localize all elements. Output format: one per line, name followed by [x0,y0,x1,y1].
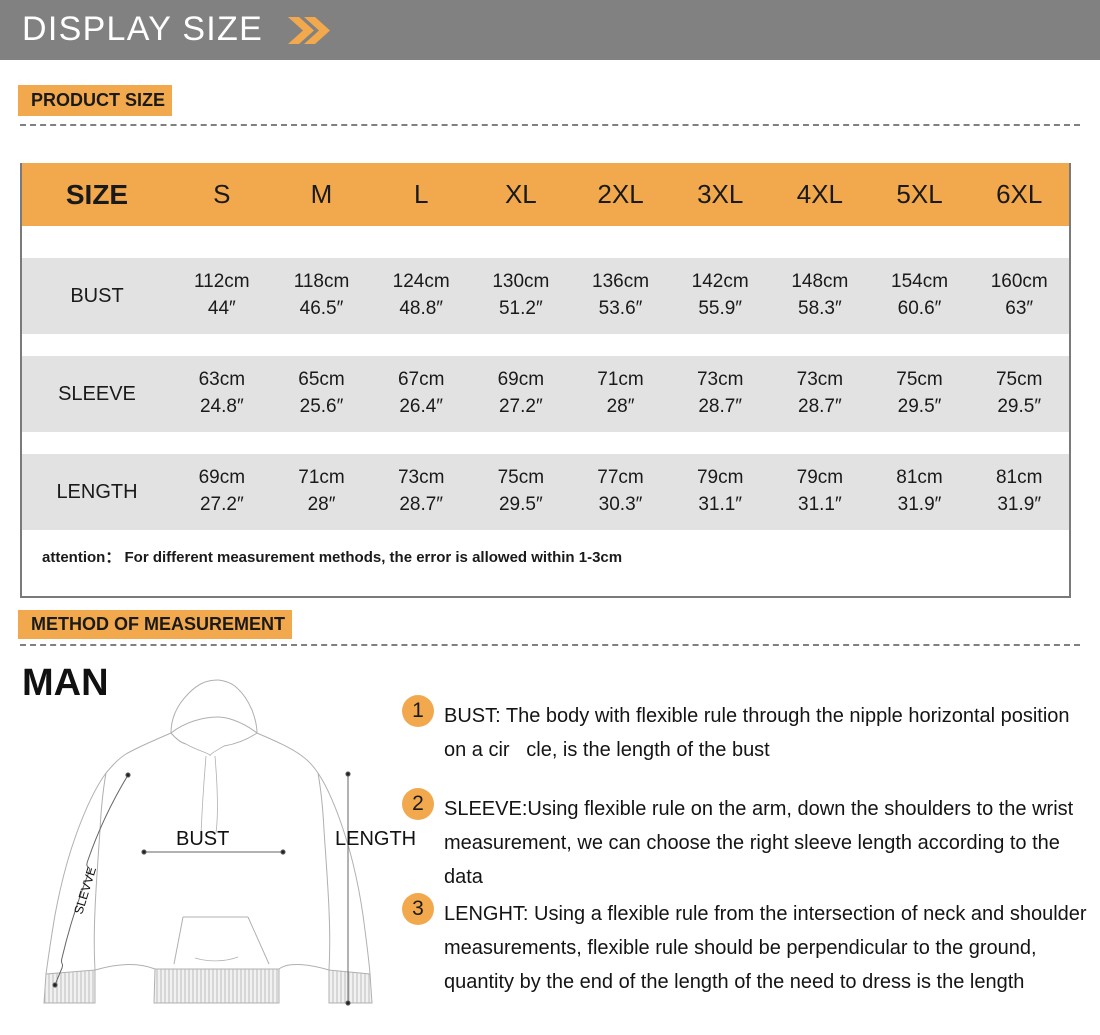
svg-text:LENGTH: LENGTH [335,828,416,850]
svg-text:BUST: BUST [176,828,229,850]
